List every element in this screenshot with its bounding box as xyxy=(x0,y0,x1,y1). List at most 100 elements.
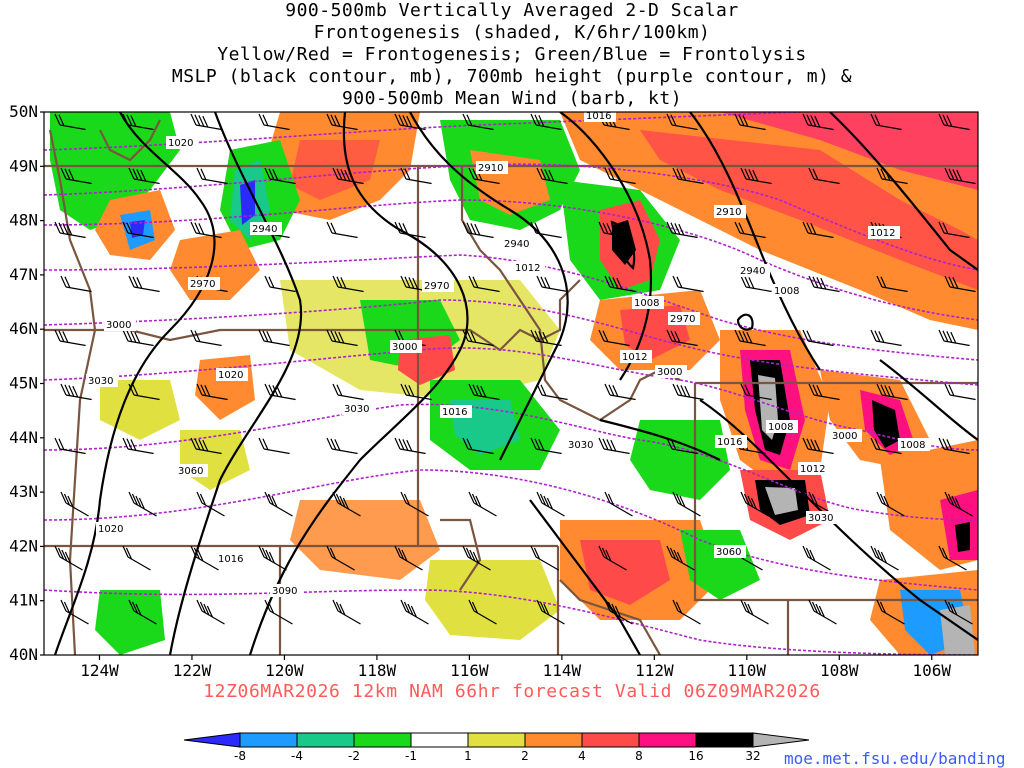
wind-barb xyxy=(54,437,86,455)
wind-barb xyxy=(672,167,704,185)
wind-barb xyxy=(734,113,766,131)
wind-barb xyxy=(326,437,358,455)
height-label: 3060 xyxy=(178,466,203,477)
wind-barb xyxy=(326,221,358,239)
wind-barb xyxy=(740,599,769,625)
colorbar-segment xyxy=(353,732,412,748)
wind-barb xyxy=(400,491,429,517)
colorbar-segment xyxy=(239,732,298,748)
wind-barb xyxy=(938,437,970,455)
wind-barb xyxy=(536,275,568,293)
lon-tick-label: 120W xyxy=(265,661,304,680)
wind-barb xyxy=(802,437,834,455)
wind-barb xyxy=(740,491,769,517)
contour-labels: 1020 1012 1008 1012 1008 1020 1016 1016 … xyxy=(86,111,930,597)
wind-barb xyxy=(536,491,565,517)
wind-barb xyxy=(264,383,296,401)
wind-barb xyxy=(666,113,698,131)
wind-barb xyxy=(876,383,908,401)
wind-barb xyxy=(870,545,899,571)
wind-barb xyxy=(190,221,222,239)
wind-barb xyxy=(604,599,633,625)
wind-barb xyxy=(808,383,840,401)
wind-barb xyxy=(394,437,426,455)
height-label: 3000 xyxy=(392,342,417,353)
height-label: 3030 xyxy=(568,440,593,451)
wind-barb xyxy=(604,491,633,517)
wind-barb xyxy=(944,275,976,293)
valid-time-line: 12Z06MAR2026 12km NAM 66hr forecast Vali… xyxy=(203,681,821,702)
wind-barb xyxy=(672,275,704,293)
mslp-label: 1012 xyxy=(622,352,647,363)
wind-barb xyxy=(468,599,497,625)
wind-barb xyxy=(876,275,908,293)
credit-link[interactable]: moe.met.fsu.edu/banding xyxy=(784,749,1006,768)
wind-barb xyxy=(394,221,426,239)
lat-tick-label: 50N xyxy=(9,102,38,121)
colorbar-segment xyxy=(524,732,583,748)
lon-tick-label: 106W xyxy=(912,661,951,680)
wind-barb xyxy=(332,383,364,401)
mslp-label: 1016 xyxy=(218,554,243,565)
mslp-label: 1008 xyxy=(768,422,793,433)
wind-barb xyxy=(326,113,358,131)
latitude-axis: 50N 49N 48N 47N 46N 45N 44N 43N 42N 41N 40N xyxy=(9,102,44,664)
wind-barb xyxy=(190,113,222,131)
wind-barb xyxy=(672,491,701,517)
lat-tick-label: 41N xyxy=(9,591,38,610)
lat-tick-label: 48N xyxy=(9,211,38,230)
wind-barb xyxy=(462,329,494,347)
wind-barb xyxy=(462,221,494,239)
wind-barb xyxy=(60,275,92,293)
lon-tick-label: 122W xyxy=(173,661,212,680)
wind-barb xyxy=(876,491,905,517)
wind-barb xyxy=(332,167,364,185)
wind-barb xyxy=(258,113,290,131)
mslp-label: 1012 xyxy=(800,464,825,475)
height-label: 2970 xyxy=(424,281,449,292)
wind-barb xyxy=(54,545,83,571)
wind-barb xyxy=(802,545,831,571)
wind-barb xyxy=(190,545,219,571)
wind-barb xyxy=(802,221,834,239)
title-line-2: Frontogenesis (shaded, K/6hr/100km) xyxy=(313,22,711,43)
wind-barb xyxy=(128,383,160,401)
colorbar-label: 2 xyxy=(521,749,529,763)
wind-barb xyxy=(530,437,562,455)
height-label: 2970 xyxy=(670,314,695,325)
wind-barb xyxy=(400,167,432,185)
wind-barb xyxy=(196,383,228,401)
wind-barb xyxy=(536,167,568,185)
title-line-1: 900-500mb Vertically Averaged 2-D Scalar xyxy=(285,0,739,21)
wind-barb xyxy=(264,599,293,625)
wind-barb xyxy=(802,113,834,131)
wind-barb xyxy=(394,113,426,131)
wind-barb xyxy=(530,221,562,239)
wind-barb xyxy=(326,545,355,571)
colorbar-label: 16 xyxy=(688,749,703,763)
wind-barb xyxy=(190,437,222,455)
colorbar-segment xyxy=(296,732,355,748)
height-label: 3030 xyxy=(808,513,833,524)
wind-barb xyxy=(938,545,967,571)
wind-barb xyxy=(258,545,287,571)
wind-barb xyxy=(740,167,772,185)
height-label: 3030 xyxy=(88,376,113,387)
state-boundaries xyxy=(44,119,978,655)
wind-barb xyxy=(122,545,151,571)
wind-barb xyxy=(672,383,704,401)
wind-barb xyxy=(128,167,160,185)
height-label: 3060 xyxy=(716,547,741,558)
wind-barb xyxy=(870,329,902,347)
lat-tick-label: 47N xyxy=(9,265,38,284)
colorbar-label: 8 xyxy=(635,749,643,763)
mslp-label: 1016 xyxy=(586,111,611,122)
wind-barb xyxy=(264,275,296,293)
wind-barb xyxy=(734,329,766,347)
wind-barb xyxy=(938,221,970,239)
wind-barb xyxy=(462,437,494,455)
colorbar-arrow-right xyxy=(752,732,810,748)
lat-tick-label: 46N xyxy=(9,319,38,338)
wind-barb xyxy=(258,329,290,347)
